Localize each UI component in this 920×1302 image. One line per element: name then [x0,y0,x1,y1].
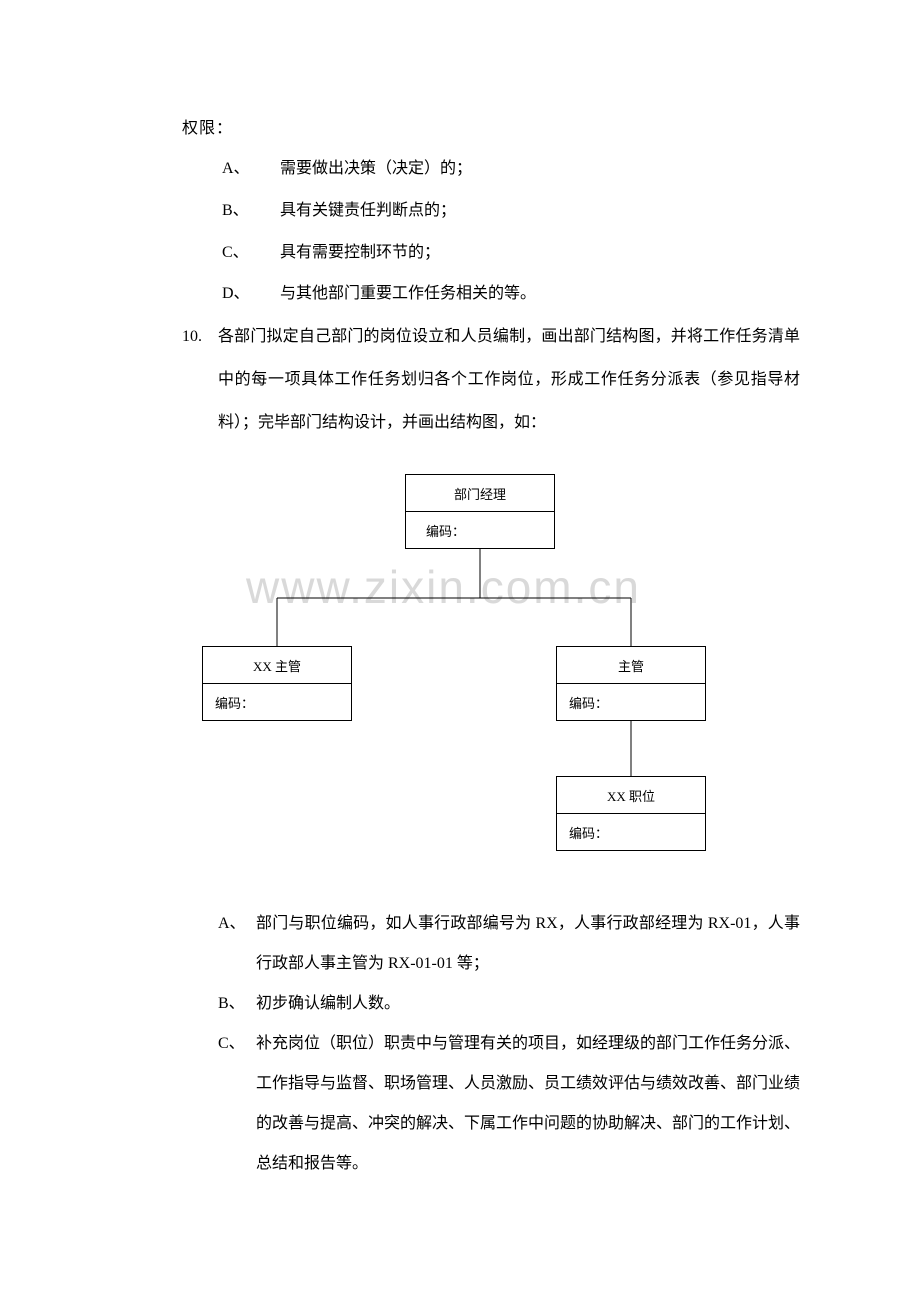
document-page: 权限： A、 需要做出决策（决定）的； B、 具有关键责任判断点的； C、 具有… [0,0,920,1302]
letter-content: 需要做出决策（决定）的； [280,148,800,190]
letter-content: 具有需要控制环节的； [280,232,800,274]
node-code: 编码： [203,684,351,720]
node-title: 部门经理 [406,475,554,512]
letter-item: A、 需要做出决策（决定）的； [120,148,800,190]
org-node-root: 部门经理 编码： [405,474,555,549]
node-code: 编码： [557,814,705,850]
org-node-sub: XX 职位 编码： [556,776,706,851]
node-code: 编码： [406,512,554,548]
letter-content: 具有关键责任判断点的； [280,190,800,232]
org-chart: www.zixin.com.cn 部门经理 编码： XX 主管 编码： 主管 编… [120,466,800,886]
item-number: 10. [182,315,218,445]
letter-item: B、 具有关键责任判断点的； [120,190,800,232]
after-letter-marker: C、 [218,1024,256,1184]
numbered-item-10: 10. 各部门拟定自己部门的岗位设立和人员编制，画出部门结构图，并将工作任务清单… [120,315,800,445]
after-letter-content: 初步确认编制人数。 [256,984,800,1024]
letter-marker: C、 [222,232,280,274]
after-letter-item: C、 补充岗位（职位）职责中与管理有关的项目，如经理级的部门工作任务分派、工作指… [120,1024,800,1184]
after-letter-marker: B、 [218,984,256,1024]
node-title: XX 职位 [557,777,705,814]
node-title: XX 主管 [203,647,351,684]
letter-item: D、 与其他部门重要工作任务相关的等。 [120,273,800,315]
intro-line: 权限： [120,110,800,148]
letter-marker: B、 [222,190,280,232]
node-title: 主管 [557,647,705,684]
org-node-left: XX 主管 编码： [202,646,352,721]
item-text: 各部门拟定自己部门的岗位设立和人员编制，画出部门结构图，并将工作任务清单中的每一… [218,315,800,445]
after-letter-item: B、 初步确认编制人数。 [120,984,800,1024]
after-letter-content: 部门与职位编码，如人事行政部编号为 RX，人事行政部经理为 RX-01，人事行政… [256,904,800,984]
after-letter-marker: A、 [218,904,256,984]
org-node-right: 主管 编码： [556,646,706,721]
letter-marker: D、 [222,273,280,315]
letter-marker: A、 [222,148,280,190]
after-letter-item: A、 部门与职位编码，如人事行政部编号为 RX，人事行政部经理为 RX-01，人… [120,904,800,984]
letter-item: C、 具有需要控制环节的； [120,232,800,274]
node-code: 编码： [557,684,705,720]
after-letter-content: 补充岗位（职位）职责中与管理有关的项目，如经理级的部门工作任务分派、工作指导与监… [256,1024,800,1184]
letter-content: 与其他部门重要工作任务相关的等。 [280,273,800,315]
